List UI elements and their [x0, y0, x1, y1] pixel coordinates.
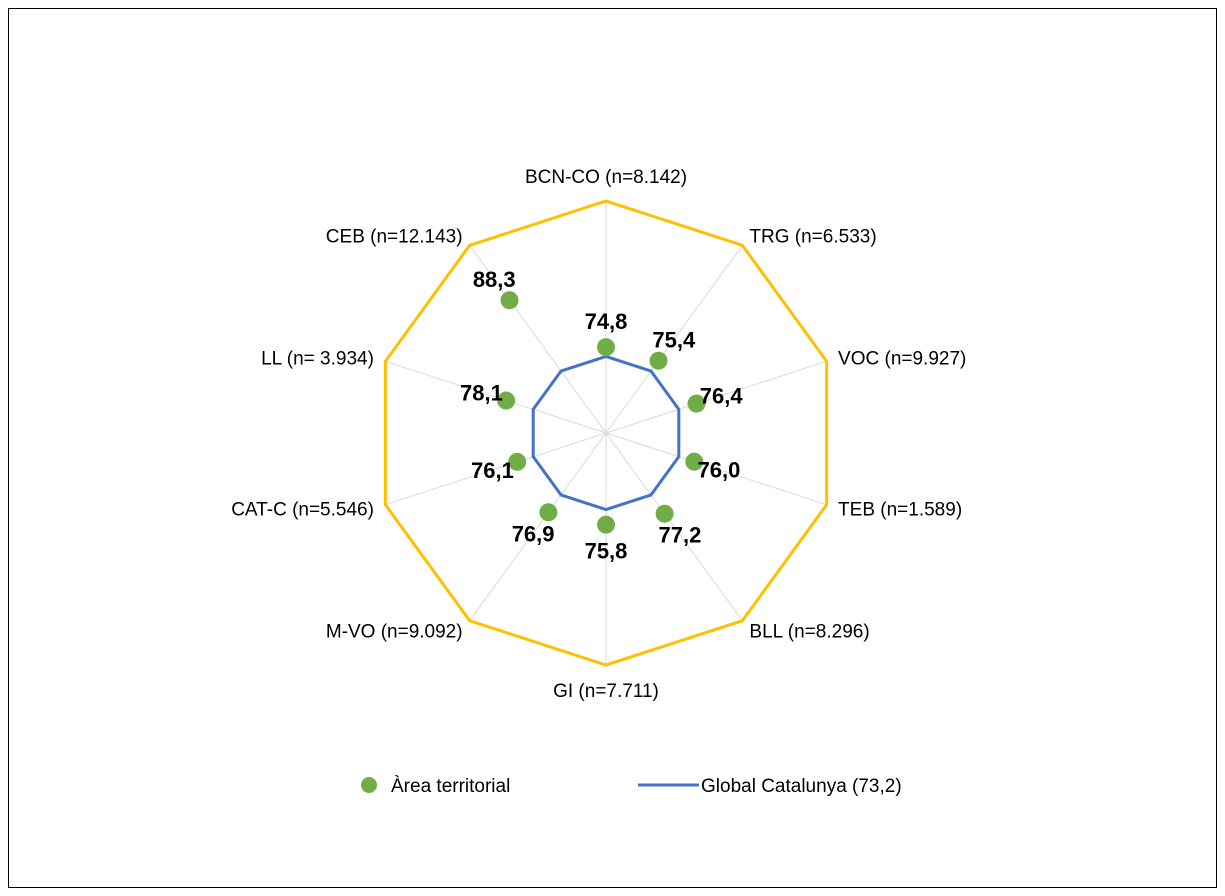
category-label-cat-c: CAT-C (n=5.546) — [231, 499, 374, 520]
value-label-ceb: 88,3 — [473, 267, 516, 292]
value-label-ll: 78,1 — [460, 381, 503, 406]
spoke-cat-c — [385, 432, 607, 506]
spoke-bll — [605, 432, 743, 621]
spoke-teb — [605, 432, 827, 506]
value-label-voc: 76,4 — [700, 384, 744, 409]
category-label-gi: GI (n=7.711) — [553, 681, 659, 702]
spoke-m-vo — [469, 432, 607, 621]
point-ceb — [500, 291, 519, 310]
point-teb — [685, 452, 704, 471]
category-label-ceb: CEB (n=12.143) — [326, 227, 463, 248]
radar-spokes — [385, 201, 827, 665]
category-label-bll: BLL (n=8.296) — [749, 621, 869, 642]
radar-chart: 74,8 75,4 76,4 76,0 77,2 75,8 76,9 76,1 78,1 88,3… — [231, 167, 966, 797]
value-label-bll: 77,2 — [659, 523, 702, 548]
radar-outer-ring — [383, 199, 829, 667]
value-label-cat-c: 76,1 — [471, 458, 514, 483]
spoke-trg — [605, 245, 743, 434]
spoke-ceb — [469, 245, 607, 434]
legend-label-area-territorial: Àrea territorial — [391, 776, 510, 797]
category-label-ll: LL (n= 3.934) — [261, 349, 374, 370]
category-label-teb: TEB (n=1.589) — [838, 499, 962, 520]
value-label-trg: 75,4 — [652, 328, 696, 353]
point-trg — [649, 351, 668, 370]
spoke-ll — [385, 360, 607, 434]
category-label-bcn-co: BCN-CO (n=8.142) — [525, 167, 687, 188]
value-label-bcn-co: 74,8 — [585, 309, 628, 334]
category-label-voc: VOC (n=9.927) — [838, 349, 966, 370]
legend: Àrea territorial Global Catalunya (73,2) — [361, 776, 902, 797]
value-label-gi: 75,8 — [585, 539, 628, 564]
legend-label-global-catalunya: Global Catalunya (73,2) — [701, 776, 902, 797]
point-cat-c — [508, 452, 527, 471]
point-bll — [655, 504, 674, 523]
series-line-global-catalunya — [531, 354, 681, 512]
chart-frame: 74,8 75,4 76,4 76,0 77,2 75,8 76,9 76,1 78,1 88,3… — [8, 8, 1217, 888]
spoke-voc — [605, 360, 827, 434]
category-labels: BCN-CO (n=8.142) TRG (n=6.533) VOC (n=9.92… — [231, 167, 966, 702]
value-label-teb: 76,0 — [698, 458, 741, 483]
point-m-vo — [539, 503, 558, 522]
category-label-trg: TRG (n=6.533) — [749, 227, 876, 248]
series-points-area-territorial — [497, 291, 706, 534]
point-bcn-co — [597, 338, 615, 357]
category-label-m-vo: M-VO (n=9.092) — [326, 621, 463, 642]
point-voc — [687, 394, 706, 413]
point-ll — [497, 391, 516, 410]
legend-marker-area-territorial — [361, 777, 377, 793]
point-gi — [597, 515, 615, 534]
value-labels: 74,8 75,4 76,4 76,0 77,2 75,8 76,9 76,1 78,1 88,3 — [460, 267, 743, 563]
value-label-m-vo: 76,9 — [512, 521, 555, 546]
